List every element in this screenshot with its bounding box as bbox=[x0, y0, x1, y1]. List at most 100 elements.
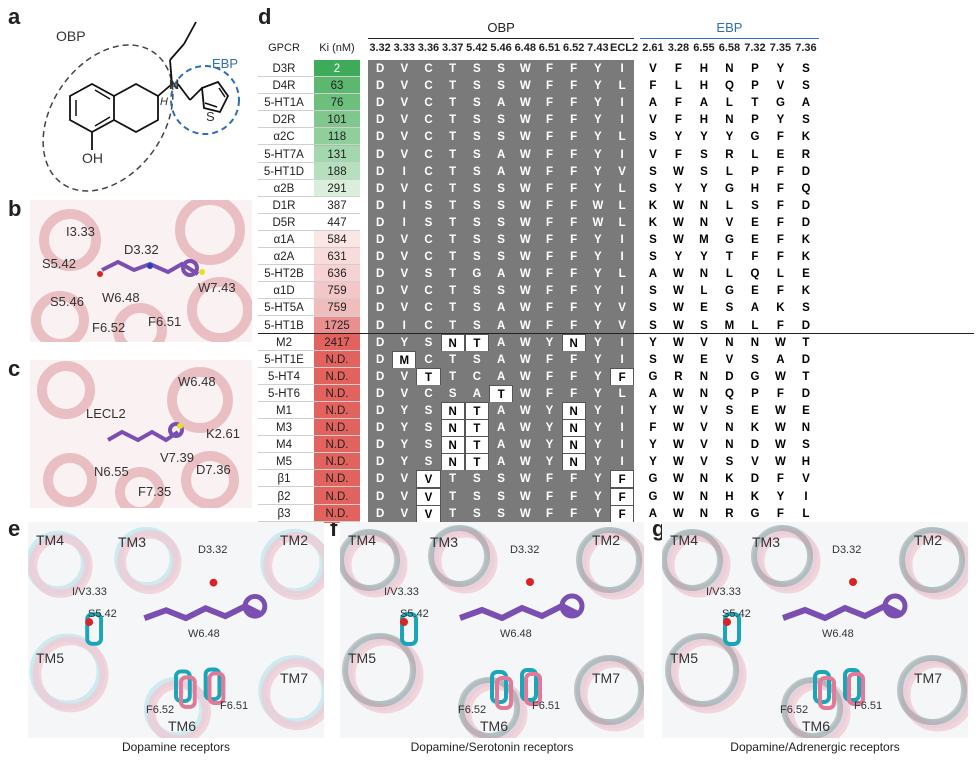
obp-residue: S bbox=[464, 316, 489, 335]
obp-residue: Y bbox=[585, 367, 610, 386]
obp-residue: I bbox=[610, 94, 635, 113]
ebp-residue: N bbox=[725, 336, 734, 349]
ebp-residue: S bbox=[649, 165, 657, 178]
ebp-residue: D bbox=[750, 473, 760, 486]
obp-residue: F bbox=[610, 487, 635, 506]
ebp-residue: E bbox=[751, 405, 759, 417]
ebp-residue: W bbox=[673, 336, 684, 349]
obp-residue: S bbox=[464, 77, 489, 96]
obp-residue: Y bbox=[585, 436, 610, 455]
obp-residue: F bbox=[537, 282, 562, 301]
residue-label: I/V3.33 bbox=[384, 586, 419, 598]
row-divider bbox=[258, 76, 360, 78]
obp-residue: D bbox=[368, 179, 393, 198]
residue-label: I/V3.33 bbox=[72, 586, 107, 598]
obp-residue: F bbox=[537, 162, 562, 181]
obp-residue: F bbox=[610, 504, 635, 523]
obp-residue: S bbox=[489, 231, 514, 249]
obp-residue: F bbox=[537, 111, 562, 130]
ebp-residue: Y bbox=[776, 490, 785, 503]
ebp-residue: K bbox=[648, 199, 658, 212]
row-divider bbox=[258, 247, 360, 249]
ebp-residue: Q bbox=[801, 182, 811, 195]
obp-residue: S bbox=[489, 213, 514, 232]
obp-residue: W bbox=[513, 213, 538, 232]
hydroxyl-group: OH bbox=[82, 150, 103, 166]
column-header-gpcr: GPCR bbox=[268, 42, 300, 54]
obp-residue: F bbox=[561, 265, 586, 284]
ki-value: 188 bbox=[314, 162, 360, 181]
ebp-residue: W bbox=[775, 405, 786, 417]
obp-residue: A bbox=[489, 145, 514, 164]
obp-residue: Y bbox=[585, 282, 610, 301]
obp-residue: W bbox=[513, 470, 538, 489]
obp-residue: F bbox=[561, 213, 586, 232]
column-header-obp-1: 3.33 bbox=[393, 42, 415, 54]
ebp-residue: Y bbox=[674, 131, 683, 144]
ebp-residue: W bbox=[673, 319, 684, 332]
ebp-residue: D bbox=[801, 199, 811, 212]
obp-residue: D bbox=[368, 128, 393, 147]
residue-label: S5.42 bbox=[400, 608, 429, 620]
obp-residue: Y bbox=[537, 402, 562, 420]
obp-residue: C bbox=[416, 384, 441, 403]
ebp-residue: W bbox=[775, 370, 786, 383]
ebp-residue: D bbox=[725, 370, 734, 383]
overlay-drawing bbox=[340, 525, 644, 738]
receptor-name: D5R bbox=[272, 216, 296, 229]
ebp-residue: S bbox=[700, 165, 708, 178]
residue-label: F6.51 bbox=[854, 700, 883, 712]
obp-residue: Y bbox=[585, 316, 610, 335]
obp-residue: T bbox=[489, 384, 514, 403]
obp-residue: S bbox=[464, 196, 489, 215]
ebp-residue: P bbox=[751, 387, 759, 400]
receptor-name: 5-HT7A bbox=[264, 148, 304, 161]
obp-label: OBP bbox=[56, 28, 86, 44]
obp-residue: T bbox=[440, 231, 465, 249]
sulfur-atom: S bbox=[206, 109, 215, 124]
group-header-obp: OBP bbox=[487, 20, 515, 35]
ebp-residue: F bbox=[649, 80, 657, 93]
helix-label: TM5 bbox=[670, 650, 698, 666]
obp-residue: D bbox=[368, 145, 393, 164]
obp-residue: W bbox=[513, 436, 538, 455]
obp-residue: Y bbox=[585, 265, 610, 284]
ebp-residue: Q bbox=[750, 268, 760, 281]
receptor-name: M1 bbox=[276, 405, 292, 417]
obp-residue: W bbox=[513, 316, 538, 335]
obp-residue: V bbox=[392, 470, 417, 489]
ki-value: 131 bbox=[314, 145, 360, 164]
table-row: D4R 63 D V C T S S W F F Y L F L H Q P V S bbox=[258, 77, 974, 96]
obp-residue: L bbox=[610, 213, 635, 232]
obp-residue: S bbox=[464, 94, 489, 113]
obp-residue: F bbox=[561, 504, 586, 523]
table-row: 5-HT1E N.D. D M C T S A W F F Y I S W E V S A D bbox=[258, 350, 974, 369]
residue-label: F6.51 bbox=[220, 700, 249, 712]
obp-residue: D bbox=[368, 60, 393, 78]
ebp-residue: W bbox=[673, 234, 684, 246]
obp-residue: S bbox=[464, 111, 489, 130]
residue-label-b-6: F6.52 bbox=[92, 320, 126, 335]
obp-residue: C bbox=[416, 282, 441, 301]
receptor-name: M5 bbox=[276, 456, 292, 469]
ebp-residue: S bbox=[649, 182, 657, 195]
receptor-name: α1D bbox=[273, 285, 295, 298]
ebp-residue: H bbox=[725, 490, 734, 503]
helix-label: TM6 bbox=[480, 718, 508, 734]
obp-residue: F bbox=[561, 299, 586, 318]
obp-residue: Y bbox=[392, 436, 417, 455]
ebp-residue: S bbox=[649, 251, 657, 264]
table-row: α1A 584 D V C T S S W F F Y I S W M G E F K bbox=[258, 231, 974, 249]
obp-residue: C bbox=[416, 94, 441, 113]
helix-label: TM5 bbox=[36, 650, 64, 666]
obp-residue: W bbox=[513, 265, 538, 284]
receptor-name: 5-HT1A bbox=[264, 97, 304, 110]
row-divider bbox=[258, 195, 360, 197]
overlay-drawing bbox=[662, 525, 968, 738]
column-header-ebp-2: 6.55 bbox=[693, 42, 715, 54]
ebp-residue: Q bbox=[724, 387, 734, 400]
receptor-name: 5-HT5A bbox=[264, 302, 304, 315]
obp-residue: Y bbox=[585, 248, 610, 267]
ki-value: 101 bbox=[314, 111, 360, 130]
ebp-label: EBP bbox=[212, 56, 239, 71]
